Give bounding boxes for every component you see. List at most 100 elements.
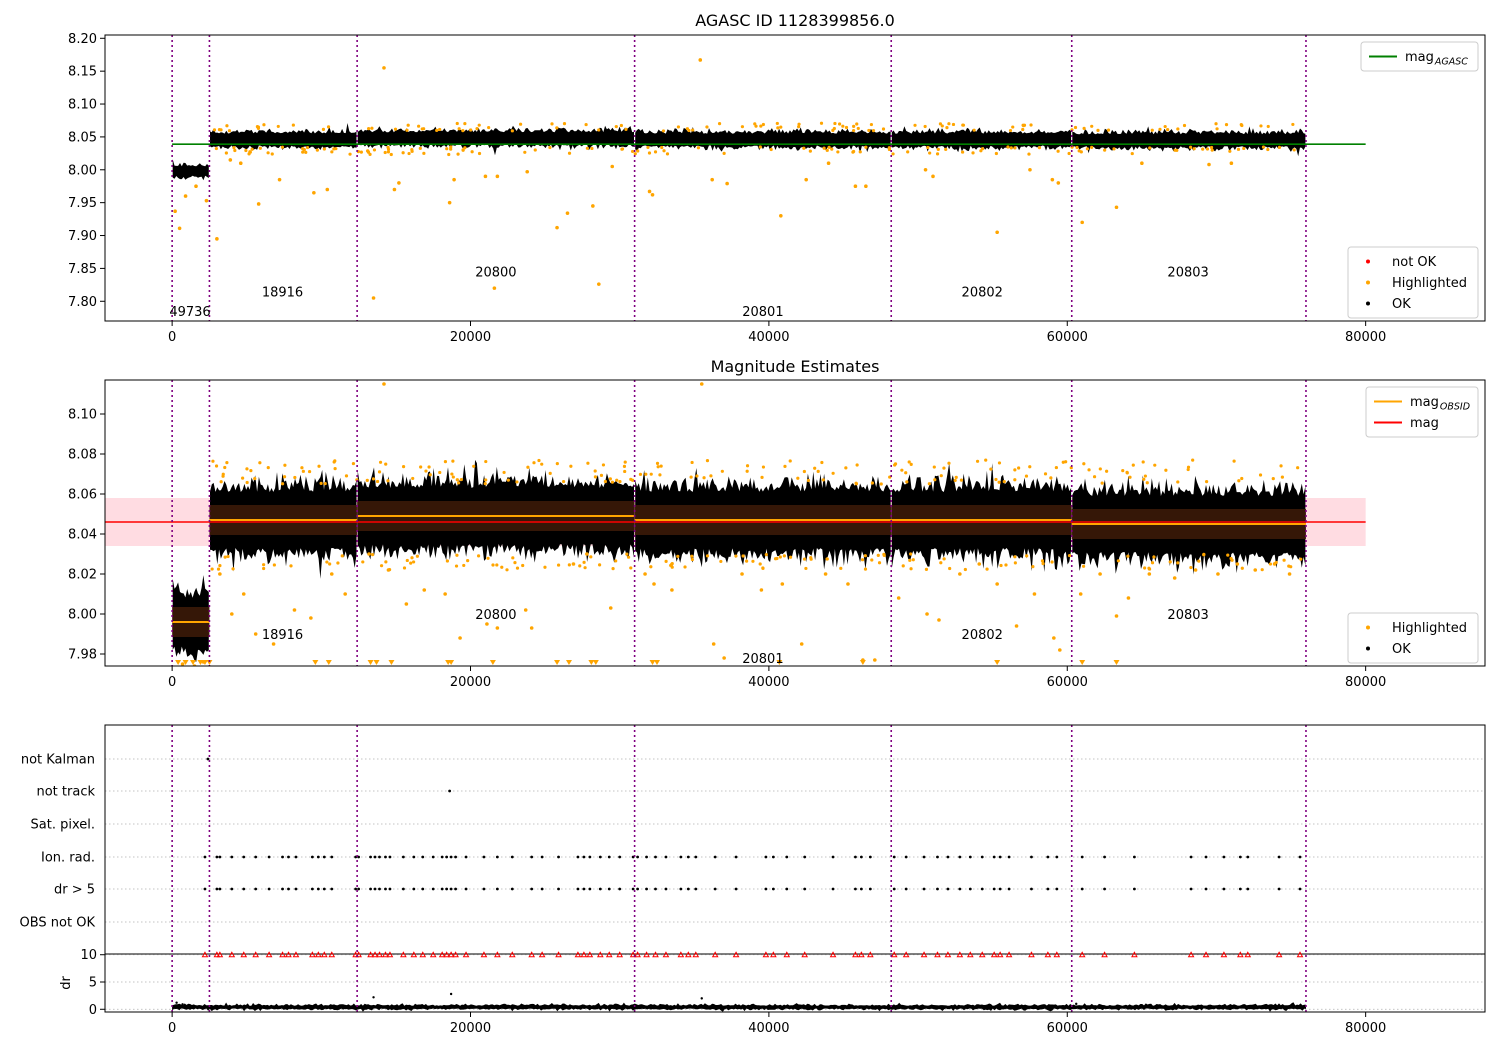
flag-event-marker — [1246, 855, 1250, 859]
highlighted-point — [1098, 572, 1102, 576]
dr-clipped-marker — [1202, 951, 1210, 958]
highlighted-point — [537, 458, 541, 463]
highlighted-point — [797, 125, 801, 129]
flag-row-label: not Kalman — [21, 753, 95, 768]
flag-event-marker — [530, 855, 534, 859]
highlighted-point — [1061, 460, 1065, 464]
highlighted-point — [954, 475, 958, 479]
highlighted-point — [1126, 596, 1131, 600]
highlighted-point — [1277, 145, 1282, 150]
y-tick-label: 8.02 — [68, 568, 97, 583]
highlighted-point — [262, 566, 266, 571]
highlighted-point — [760, 475, 764, 479]
flag-event-marker — [354, 887, 358, 891]
highlighted-point — [870, 558, 874, 562]
highlighted-point — [458, 636, 462, 640]
highlighted-point — [788, 459, 792, 463]
highlighted-point — [419, 465, 423, 469]
highlighted-point — [1002, 479, 1006, 484]
highlighted-point — [266, 151, 270, 155]
legend-marker — [1366, 259, 1370, 264]
highlighted-point — [1025, 554, 1029, 558]
panel2-plot-area: 18916 20800 20801 20802 20803 — [105, 380, 1366, 666]
highlighted-point — [626, 555, 631, 559]
flag-event-marker — [401, 887, 405, 891]
highlighted-point — [223, 555, 227, 559]
flag-event-marker — [892, 855, 896, 859]
highlighted-point — [821, 478, 825, 482]
flag-event-marker — [384, 855, 387, 859]
highlighted-point — [1014, 624, 1019, 628]
highlighted-point — [1207, 162, 1211, 167]
x-tick-label: 20000 — [450, 1021, 491, 1036]
dr-clipped-marker — [677, 951, 685, 958]
dr-clipped-marker — [371, 951, 379, 958]
highlighted-point — [948, 566, 952, 571]
flag-event-marker — [267, 855, 271, 859]
highlighted-point — [256, 202, 261, 206]
highlighted-point — [253, 632, 258, 636]
dr-clipped-marker — [400, 951, 407, 958]
highlighted-point — [908, 558, 912, 562]
highlighted-point — [601, 463, 606, 467]
highlighted-point — [500, 565, 504, 569]
flag-event-marker — [831, 855, 835, 859]
highlighted-point — [312, 190, 316, 195]
flag-event-marker — [636, 855, 640, 859]
flag-event-marker — [868, 855, 872, 859]
dr-clipped-marker — [1236, 951, 1244, 958]
highlighted-point — [1237, 479, 1241, 483]
highlighted-point — [214, 464, 219, 468]
ok-points-band — [891, 126, 1072, 153]
highlighted-point — [443, 592, 447, 596]
highlighted-point — [1096, 128, 1100, 132]
obsid-label: 49736 — [169, 305, 210, 320]
flag-event-marker — [215, 855, 219, 859]
flag-event-marker — [230, 887, 234, 891]
flag-event-marker — [1277, 887, 1281, 891]
highlighted-point — [745, 559, 749, 563]
highlighted-point — [961, 150, 965, 154]
highlighted-point — [317, 464, 321, 468]
highlighted-point — [422, 588, 427, 592]
highlighted-point — [569, 464, 573, 468]
legend-label: Highlighted — [1392, 621, 1467, 636]
highlighted-point — [483, 482, 487, 486]
flag-event-marker — [254, 887, 258, 891]
flag-event-marker — [445, 855, 449, 859]
highlighted-point — [705, 459, 710, 463]
highlighted-point — [526, 465, 530, 469]
panel1-plot-area: 49736 18916 20800 20801 20802 20803 — [169, 35, 1366, 321]
highlighted-point — [459, 477, 463, 482]
dr-clipped-marker — [376, 951, 383, 958]
highlighted-point — [1145, 481, 1149, 485]
highlighted-point — [411, 560, 416, 564]
dr-clipped-marker — [429, 951, 437, 958]
highlighted-point — [266, 466, 270, 470]
highlighted-point — [443, 460, 448, 464]
x-tick-label: 80000 — [1345, 330, 1386, 345]
highlighted-point — [658, 473, 662, 477]
flag-event-marker — [922, 855, 926, 859]
highlighted-point — [775, 121, 779, 126]
flag-event-marker — [946, 887, 950, 891]
highlighted-point — [622, 464, 627, 468]
flag-event-marker — [242, 855, 246, 859]
y-tick-label: 7.80 — [68, 295, 97, 310]
flag-event-marker — [618, 855, 622, 859]
highlighted-point — [936, 147, 940, 151]
highlighted-point — [725, 181, 729, 186]
highlighted-point — [933, 478, 937, 482]
dr-clipped-marker — [580, 951, 588, 958]
dr-clipped-marker — [1244, 951, 1252, 958]
highlighted-point — [1077, 149, 1081, 153]
highlighted-point — [1193, 568, 1198, 572]
highlighted-point — [469, 128, 473, 132]
dr-clipped-marker — [920, 951, 928, 958]
highlighted-point — [510, 129, 514, 133]
highlighted-point — [241, 592, 246, 596]
highlighted-point — [333, 467, 337, 471]
highlighted-point — [227, 129, 232, 133]
flag-event-marker — [618, 887, 622, 891]
highlighted-point — [944, 147, 948, 151]
